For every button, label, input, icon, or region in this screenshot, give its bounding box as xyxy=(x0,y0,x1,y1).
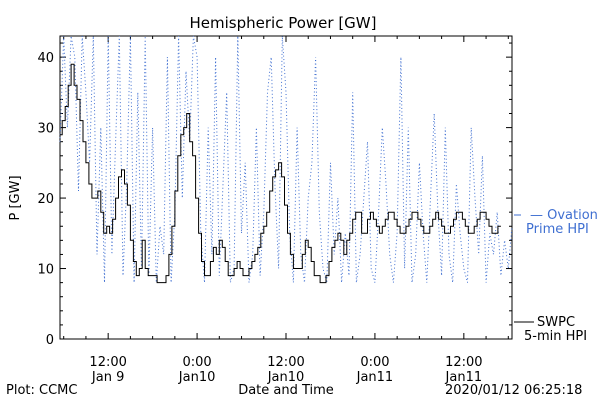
legend-swpc-line2: 5-min HPI xyxy=(524,329,587,344)
y-tick-label: 10 xyxy=(37,263,54,278)
timestamp-text: 2020/01/12 06:25:18 xyxy=(445,383,582,398)
plot-lines xyxy=(59,35,513,284)
x-tick-date-label: Jan11 xyxy=(445,370,483,385)
x-tick-date-label: Jan10 xyxy=(178,370,216,385)
y-tick-label: 40 xyxy=(37,51,54,66)
credit-text: Plot: CCMC xyxy=(6,383,77,398)
x-tick-date-label: Jan11 xyxy=(356,370,394,385)
y-axis-label: P [GW] xyxy=(8,175,23,220)
x-tick-time-label: 12:00 xyxy=(89,355,126,370)
y-tick-label: 20 xyxy=(37,192,54,207)
swpc-series xyxy=(60,63,501,284)
x-tick-date-label: Jan10 xyxy=(267,370,305,385)
x-tick-time-label: 0:00 xyxy=(360,355,389,370)
x-tick-time-label: 12:00 xyxy=(445,355,482,370)
y-tick-label: 0 xyxy=(46,333,54,348)
y-tick-label: 30 xyxy=(37,122,54,137)
x-axis-label: Date and Time xyxy=(238,383,334,398)
legend-ovation-line1: — Ovation xyxy=(530,208,598,223)
x-tick-time-label: 12:00 xyxy=(267,355,304,370)
ovation-prime-series xyxy=(59,35,513,283)
legend-swpc-line1: SWPC xyxy=(537,315,575,330)
chart-title: Hemispheric Power [GW] xyxy=(190,14,377,32)
legend-ovation-line2: Prime HPI xyxy=(526,222,589,237)
x-tick-date-label: Jan 9 xyxy=(91,370,124,385)
x-tick-time-label: 0:00 xyxy=(182,355,211,370)
